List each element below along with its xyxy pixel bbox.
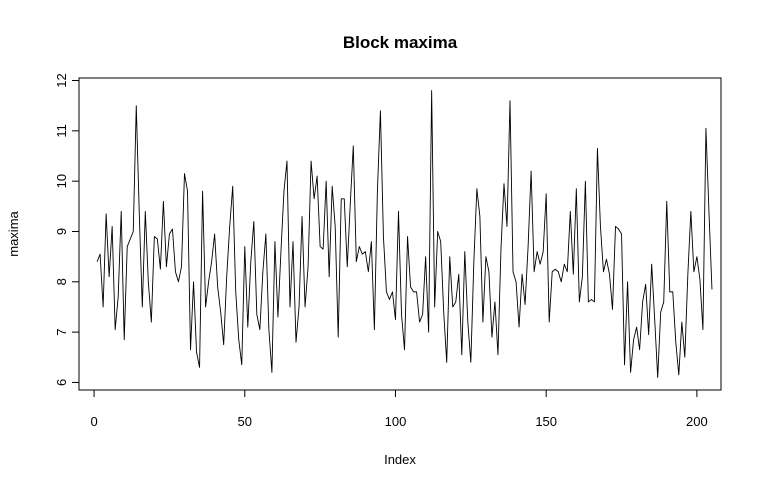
y-tick-label: 11	[54, 124, 69, 138]
y-tick-label: 6	[54, 379, 69, 386]
x-axis-label: Index	[384, 452, 416, 467]
y-tick-label: 10	[54, 174, 69, 188]
y-tick-label: 8	[54, 278, 69, 285]
x-tick-label: 50	[238, 414, 252, 429]
y-tick-label: 7	[54, 329, 69, 336]
y-tick-label: 9	[54, 228, 69, 235]
y-axis: 6 7 8 9 10 11 12	[54, 73, 80, 386]
plot-frame	[78, 77, 722, 391]
x-axis: 0 50 100 150 200	[90, 389, 708, 429]
x-tick-label: 200	[686, 414, 708, 429]
x-tick-label: 0	[90, 414, 97, 429]
y-axis-label: maxima	[6, 210, 21, 256]
series-line-maxima	[96, 90, 713, 378]
x-tick-label: 150	[535, 414, 557, 429]
y-tick-label: 12	[54, 73, 69, 87]
chart-title: Block maxima	[343, 33, 458, 52]
x-tick-label: 100	[385, 414, 407, 429]
